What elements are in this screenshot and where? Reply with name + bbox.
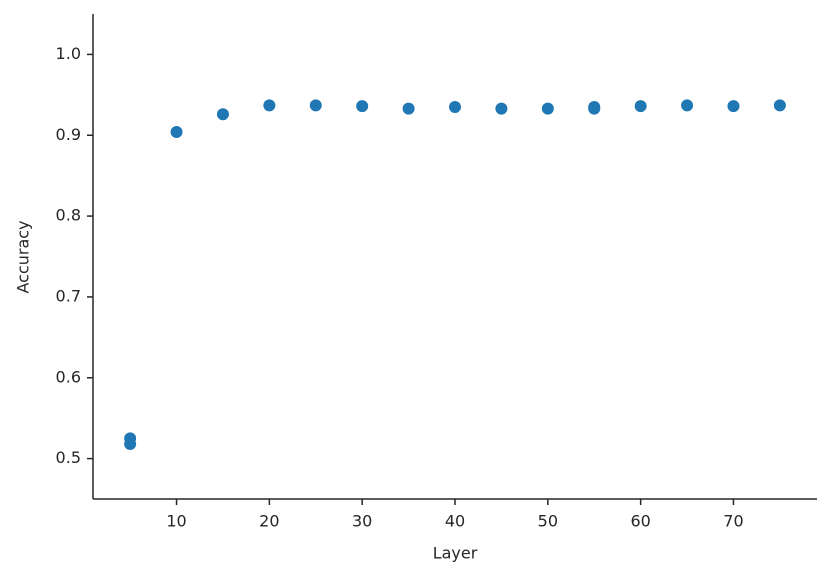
data-point [588,102,601,115]
y-axis-label: Accuracy [14,220,33,293]
x-axis-label: Layer [433,544,478,563]
x-tick-label: 60 [630,512,650,531]
y-tick-label: 0.8 [56,206,81,225]
x-tick-label: 20 [259,512,279,531]
data-point [124,438,137,451]
data-point [216,108,229,121]
x-tick-label: 30 [352,512,372,531]
data-point [773,99,786,112]
data-point [541,102,554,115]
y-tick-label: 0.6 [56,367,81,386]
y-tick-label: 0.5 [56,448,81,467]
data-point [402,102,415,115]
x-tick-label: 40 [445,512,465,531]
y-tick-label: 1.0 [56,44,81,63]
y-tick-label: 0.7 [56,286,81,305]
data-point [681,99,694,112]
x-tick-label: 10 [166,512,186,531]
x-tick-label: 70 [723,512,743,531]
y-tick-label: 0.9 [56,125,81,144]
data-point [449,100,461,113]
data-point [727,100,740,113]
x-tick-label: 50 [538,512,558,531]
data-point [170,126,183,139]
data-point [309,99,322,112]
data-point [356,100,369,113]
data-point [495,102,508,115]
data-point [634,100,647,113]
data-point [263,99,276,112]
